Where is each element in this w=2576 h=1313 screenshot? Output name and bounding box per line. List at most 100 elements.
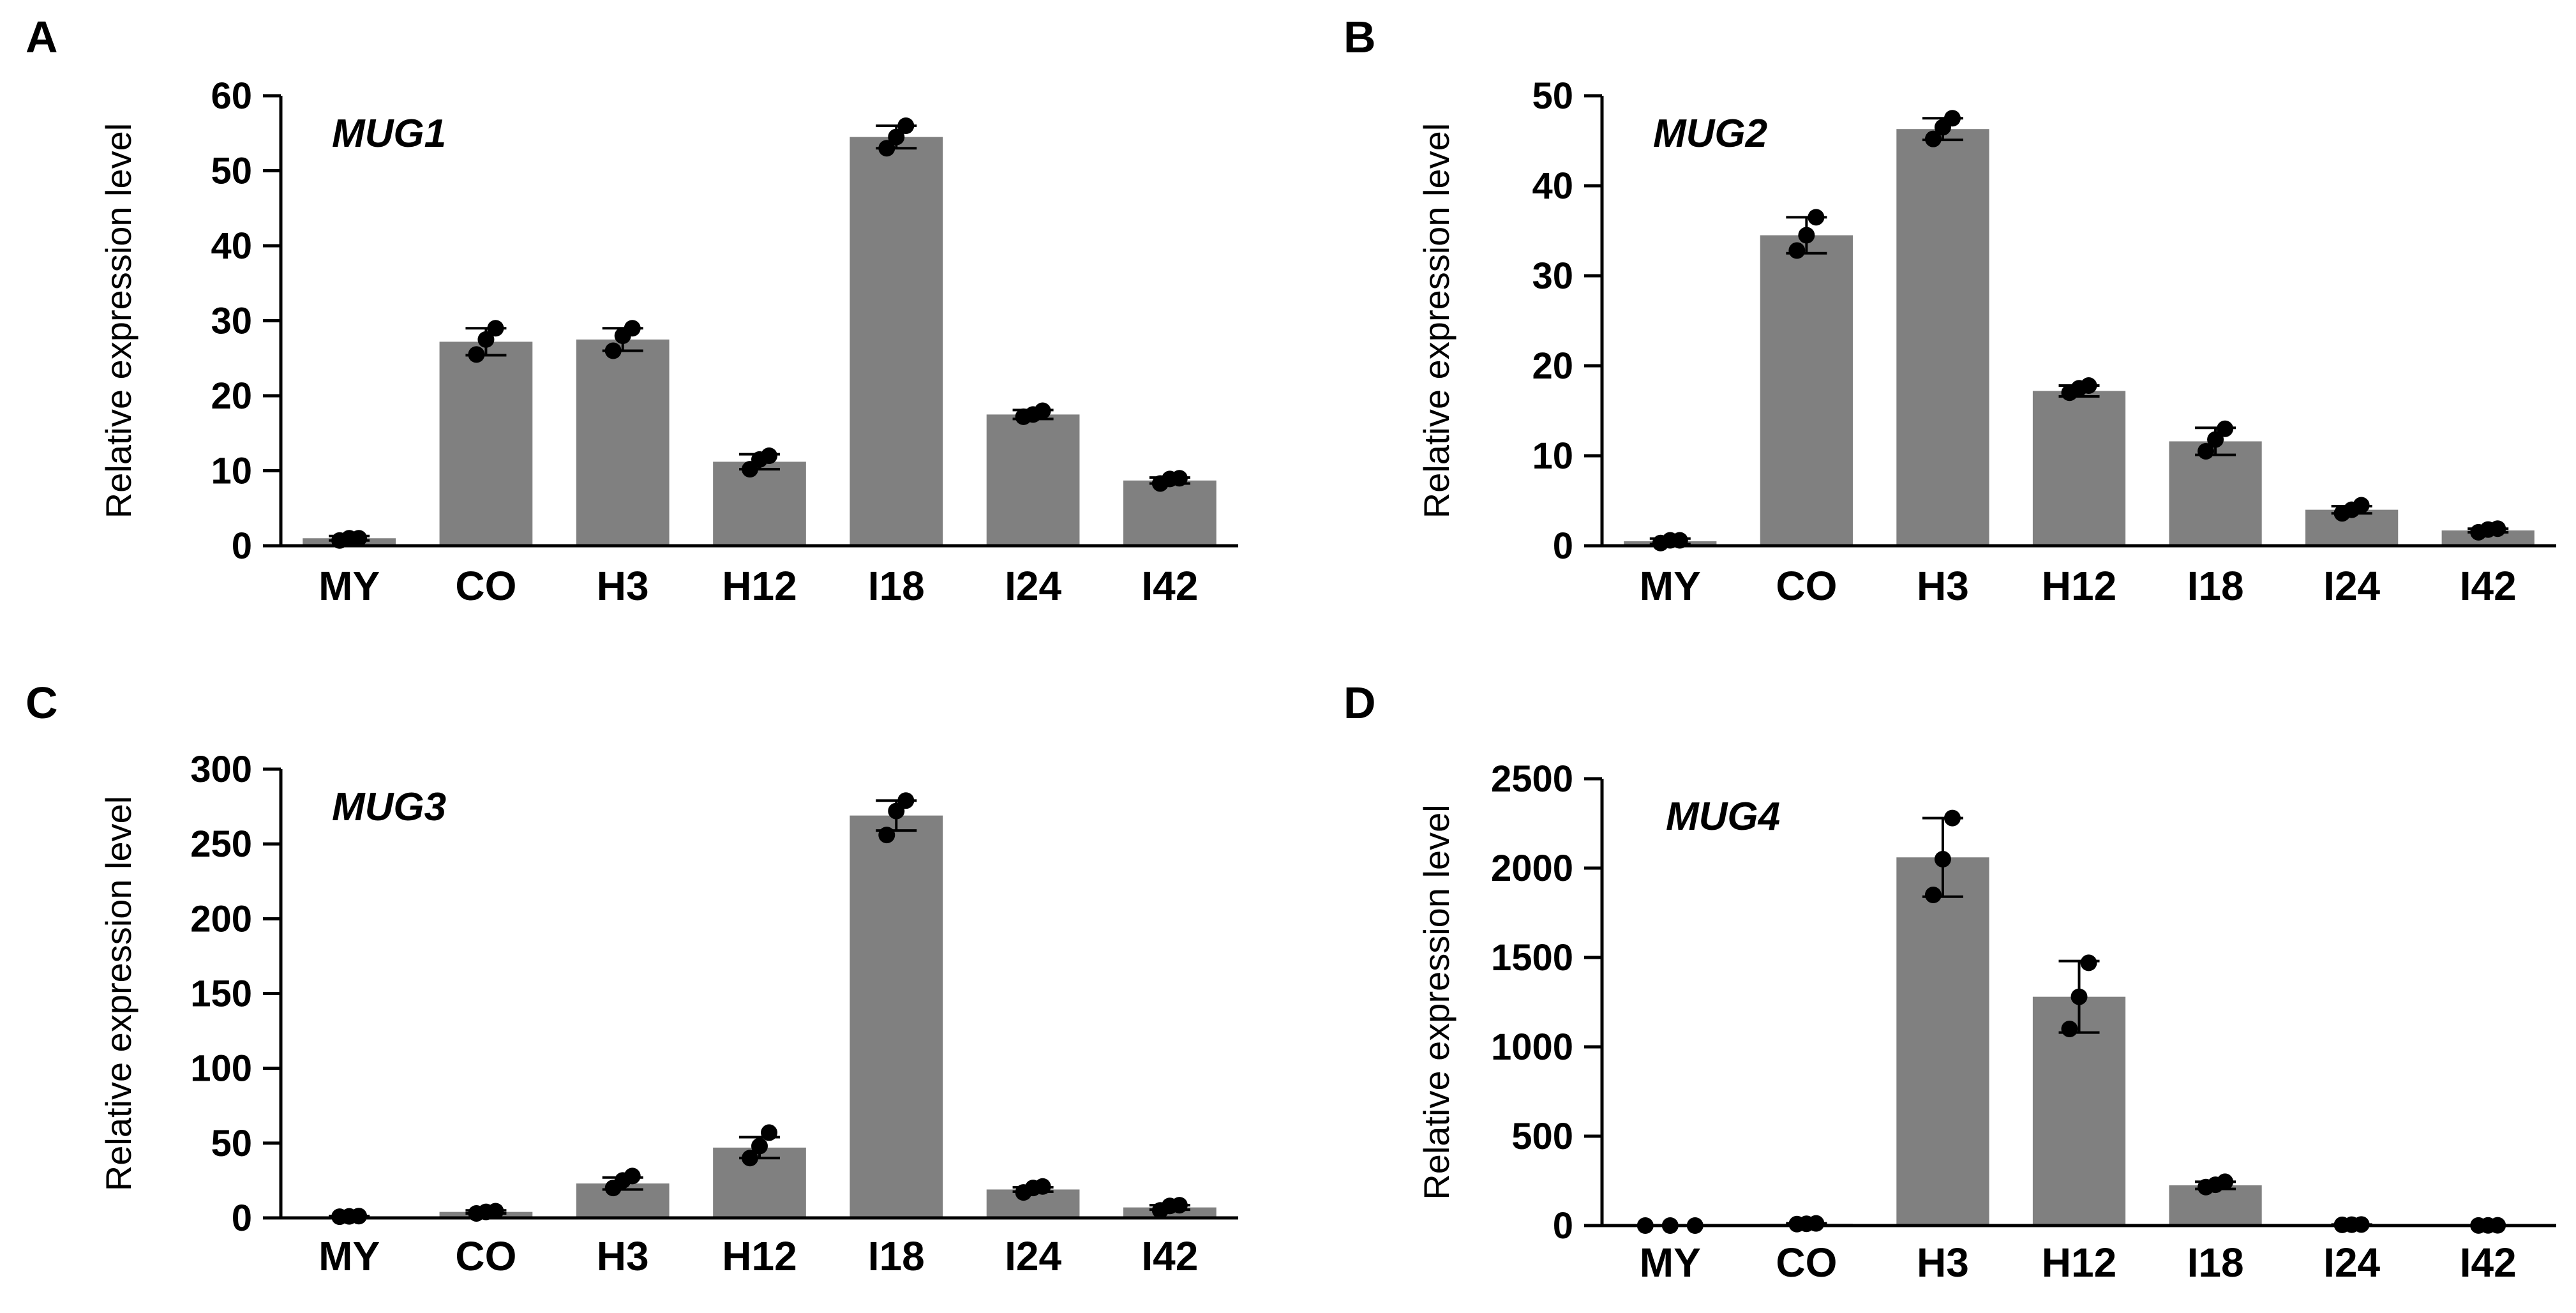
y-tick-label: 150 (190, 973, 252, 1015)
data-point (2061, 1021, 2078, 1037)
bar-i18 (850, 137, 943, 546)
bar-h12 (713, 461, 806, 546)
chart-title: MUG2 (1653, 112, 1767, 156)
y-tick-label: 10 (211, 451, 252, 492)
x-tick-label-i18: I18 (868, 1233, 925, 1279)
data-point (897, 117, 915, 134)
x-tick-label-i42: I42 (1141, 1233, 1198, 1279)
bar-i42 (2441, 530, 2535, 546)
data-point (897, 792, 915, 809)
bar-co (1760, 235, 1853, 546)
bar-co (439, 341, 533, 546)
chart-title: MUG1 (332, 112, 446, 156)
data-point (1034, 402, 1051, 419)
data-point (1034, 1178, 1051, 1195)
x-tick-label-my: MY (318, 563, 380, 609)
data-point (350, 1208, 368, 1225)
y-tick-label: 2000 (1491, 848, 1573, 889)
data-point (2217, 420, 2234, 437)
data-point (1788, 242, 1806, 259)
x-tick-label-h12: H12 (722, 563, 797, 609)
data-point (1943, 809, 1961, 827)
bar-i24 (986, 414, 1080, 546)
y-tick-label: 50 (211, 1123, 252, 1164)
bar-i18 (2169, 441, 2262, 546)
x-tick-label-i18: I18 (2187, 1240, 2244, 1286)
panel-label-d: D (1344, 678, 1376, 728)
data-point (624, 1167, 641, 1185)
data-point (1171, 1197, 1188, 1214)
data-point (1924, 130, 1942, 147)
chart-panel-d: MY CO H3 H12 I18 I24 I42 0 500 1000 1500 2000 2500 Re… (1416, 758, 2556, 1286)
y-axis-label: Relative expression level (1416, 123, 1456, 518)
y-tick-label: 50 (211, 151, 252, 192)
y-tick-label: 0 (232, 1197, 252, 1239)
bar-h3 (1896, 857, 1989, 1226)
y-tick-label: 500 (1511, 1116, 1573, 1157)
y-tick-label: 40 (211, 225, 252, 267)
x-tick-label-h3: H3 (597, 563, 649, 609)
x-tick-label-h3: H3 (1917, 1240, 1969, 1286)
x-tick-label-h3: H3 (1917, 563, 1969, 609)
x-tick-label-i42: I42 (2460, 563, 2517, 609)
data-point (878, 140, 895, 157)
y-tick-label: 250 (190, 823, 252, 865)
data-point (742, 1150, 758, 1167)
x-tick-label-h3: H3 (597, 1233, 649, 1279)
data-point (761, 447, 777, 464)
x-tick-label-my: MY (1640, 1240, 1701, 1286)
panel-label-a: A (26, 12, 58, 62)
x-tick-label-i24: I24 (1005, 563, 1061, 609)
data-point (888, 802, 905, 820)
data-point (2217, 1173, 2234, 1190)
data-point (477, 331, 495, 348)
x-tick-label-i42: I42 (1141, 563, 1198, 609)
y-tick-label: 300 (190, 749, 252, 790)
y-tick-label: 1000 (1491, 1026, 1573, 1068)
y-tick-label: 0 (1553, 525, 1573, 567)
y-tick-label: 20 (211, 375, 252, 417)
data-point (761, 1124, 777, 1141)
data-point (624, 320, 641, 337)
panel-label-b: B (1344, 12, 1376, 62)
bar-h12 (2032, 391, 2126, 546)
data-point (1171, 470, 1188, 487)
x-tick-label-co: CO (1776, 563, 1837, 609)
y-tick-label: 50 (1532, 75, 1573, 117)
y-tick-label: 60 (211, 75, 252, 117)
data-point (878, 827, 895, 844)
data-point (888, 128, 905, 146)
data-point (1934, 851, 1951, 867)
data-point (350, 530, 368, 547)
x-tick-label-i24: I24 (2323, 563, 2380, 609)
data-point (487, 320, 504, 337)
data-point (2198, 442, 2215, 460)
y-tick-label: 30 (1532, 255, 1573, 297)
x-tick-label-co: CO (1776, 1240, 1837, 1286)
x-tick-label-my: MY (318, 1233, 380, 1279)
bar-i42 (1123, 480, 1217, 546)
x-tick-label-h12: H12 (722, 1233, 797, 1279)
chart-title: MUG3 (332, 785, 446, 829)
x-tick-label-i18: I18 (868, 563, 925, 609)
x-tick-label-h12: H12 (2042, 563, 2116, 609)
y-tick-label: 100 (190, 1048, 252, 1090)
chart-panel-a: MY CO H3 H12 I18 I24 I42 0 10 20 30 40 50 60 Relative … (98, 75, 1238, 609)
data-point (1808, 209, 1825, 226)
x-tick-label-my: MY (1640, 563, 1701, 609)
data-point (2080, 377, 2097, 394)
x-tick-label-i24: I24 (1005, 1233, 1061, 1279)
bar-i18 (850, 815, 943, 1218)
data-point (2489, 520, 2506, 537)
y-axis-label: Relative expression level (98, 796, 139, 1191)
y-axis-label: Relative expression level (98, 123, 139, 518)
y-axis-label: Relative expression level (1416, 804, 1456, 1199)
x-tick-label-i24: I24 (2323, 1240, 2380, 1286)
y-tick-label: 20 (1532, 345, 1573, 387)
y-tick-label: 200 (190, 898, 252, 940)
y-tick-label: 10 (1532, 435, 1573, 477)
panel-label-c: C (26, 678, 58, 728)
y-tick-label: 0 (1553, 1205, 1573, 1247)
